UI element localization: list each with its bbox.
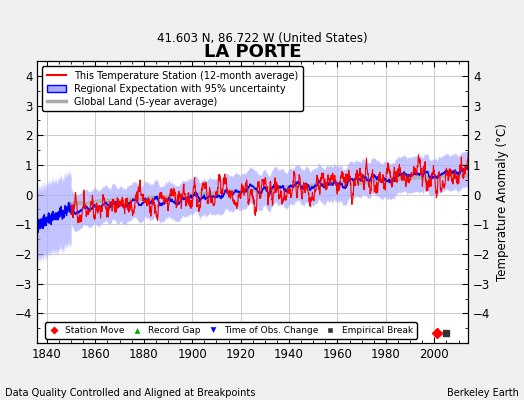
Text: 41.603 N, 86.722 W (United States): 41.603 N, 86.722 W (United States) bbox=[157, 32, 367, 45]
Text: Berkeley Earth: Berkeley Earth bbox=[447, 388, 519, 398]
Legend: Station Move, Record Gap, Time of Obs. Change, Empirical Break: Station Move, Record Gap, Time of Obs. C… bbox=[46, 322, 417, 339]
Y-axis label: Temperature Anomaly (°C): Temperature Anomaly (°C) bbox=[496, 123, 509, 281]
Title: LA PORTE: LA PORTE bbox=[204, 43, 301, 61]
Text: Data Quality Controlled and Aligned at Breakpoints: Data Quality Controlled and Aligned at B… bbox=[5, 388, 256, 398]
